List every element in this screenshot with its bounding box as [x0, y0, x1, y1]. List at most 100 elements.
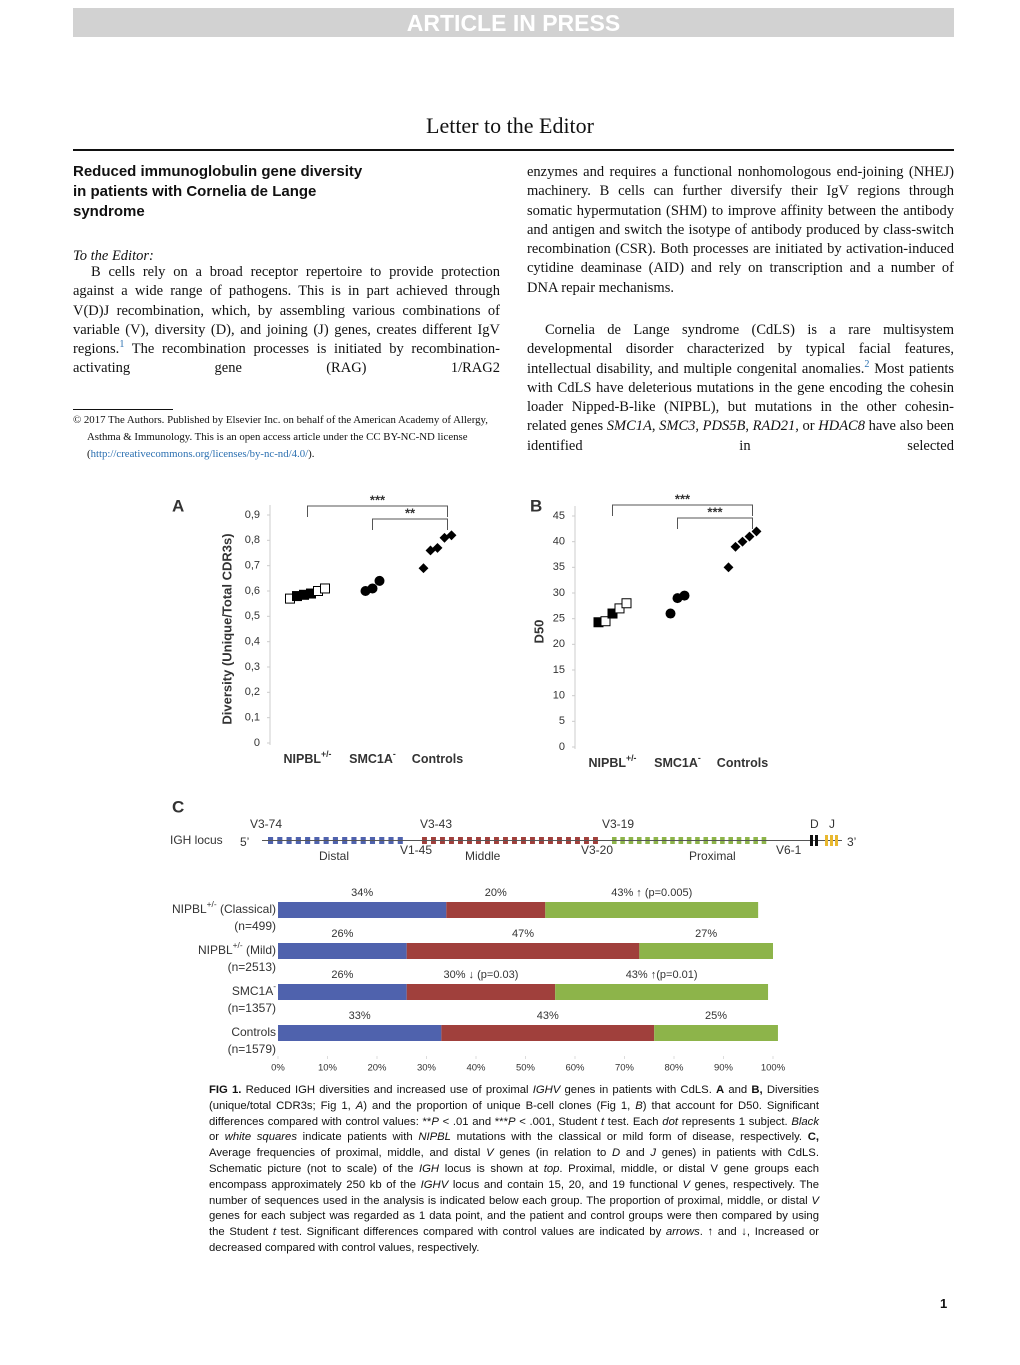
text-run[interactable]: 1 — [119, 339, 125, 351]
text-run: dot — [662, 1115, 678, 1128]
locus-label: IGH locus — [170, 833, 223, 847]
text-run: P — [507, 1115, 516, 1128]
x-tick-label: 40% — [466, 1063, 486, 1074]
text-run: C, — [807, 1131, 820, 1144]
text-run: B cells rely on a broad receptor reperto… — [73, 264, 500, 358]
x-tick-label: 10% — [318, 1063, 338, 1074]
article-title: Reduced immunoglobulin gene diversity in… — [73, 163, 363, 220]
y-tick-label: 0 — [559, 741, 565, 753]
text-run: Average frequencies of proximal, middle,… — [209, 1147, 487, 1160]
value-label: 33% — [349, 1010, 371, 1022]
text-run: IGH — [419, 1162, 440, 1175]
bar-segment — [555, 984, 769, 1000]
text-run: NIPBL — [172, 902, 207, 916]
data-point — [600, 616, 611, 627]
gene-segment — [835, 835, 838, 846]
text-run: , — [651, 418, 660, 435]
significance-bracket — [612, 504, 753, 516]
footnote-rule — [73, 409, 173, 410]
x-tick-label: 0% — [271, 1063, 285, 1074]
text-run: Controls — [717, 756, 768, 770]
text-run: - — [698, 753, 701, 763]
text-run: +/- — [207, 899, 217, 909]
significance-label: *** — [707, 504, 723, 519]
y-tick-label: SMC1A- — [232, 981, 276, 998]
y-axis-title: Diversity (Unique/Total CDR3s) — [219, 533, 234, 724]
x-tick-label: NIPBL+/- — [284, 749, 332, 766]
region-label: Proximal — [689, 849, 736, 863]
y-tick-label: 5 — [559, 715, 565, 727]
y-tick-label: NIPBL+/- (Mild) — [198, 940, 276, 957]
text-run: +/- — [626, 753, 637, 763]
text-run: top — [543, 1162, 560, 1175]
text-run: V — [811, 1194, 819, 1207]
text-run: Black — [791, 1115, 819, 1128]
text-run[interactable]: http://creativecommons.org/licenses/by-n… — [90, 448, 309, 460]
text-run: Controls — [412, 752, 463, 766]
x-tick-label: 100% — [761, 1063, 786, 1074]
panel-letter: C — [172, 797, 184, 816]
data-point — [665, 608, 676, 619]
text-run: HDAC8 — [818, 418, 865, 435]
text-run: D — [611, 1147, 621, 1160]
text-run: P — [431, 1115, 439, 1128]
x-tick-label: NIPBL+/- — [589, 753, 637, 770]
data-point — [751, 526, 762, 537]
gene-segment — [830, 835, 833, 846]
text-run: V — [486, 1147, 494, 1160]
rule — [73, 149, 954, 151]
text-run: < .001, Student — [515, 1115, 601, 1128]
data-point — [374, 575, 385, 586]
x-tick-label: 50% — [516, 1063, 536, 1074]
gene-label: V3-19 — [602, 817, 634, 831]
text-run: genes in patients with CdLS. — [560, 1084, 717, 1096]
y-tick-label: 30 — [553, 587, 565, 599]
x-tick-label: 80% — [664, 1063, 684, 1074]
value-label: 43% — [537, 1010, 559, 1022]
text-run: J — [650, 1147, 657, 1160]
text-run: (Classical) — [217, 902, 276, 916]
text-run: , — [695, 418, 703, 435]
data-point — [730, 541, 741, 552]
y-tick-label: 35 — [553, 561, 565, 573]
significance-bracket — [372, 518, 448, 530]
value-label: 43% ↑ (p=0.005) — [611, 887, 692, 899]
value-label: 43% ↑(p=0.01) — [626, 969, 698, 981]
section-title: Letter to the Editor — [426, 113, 594, 138]
x-tick-label: Controls — [412, 752, 463, 766]
bar-segment — [278, 1025, 442, 1041]
text-run[interactable]: 2 — [864, 358, 870, 370]
y-tick-label: 0,7 — [245, 560, 260, 572]
y-tick-label: 0,1 — [245, 712, 260, 724]
text-run: test. Significant differences compared w… — [276, 1226, 666, 1239]
text-run: Diversities (unique/total CDR3s; Fig 1, — [209, 1084, 819, 1112]
gene-label: V3-20 — [581, 843, 613, 857]
text-run: and — [724, 1084, 752, 1096]
text-run: locus is shown at — [439, 1162, 544, 1175]
text-run: SMC3 — [659, 418, 696, 435]
footnote-text: © 2017 The Authors. Published by Elsevie… — [73, 412, 500, 463]
bar-segment — [446, 902, 546, 918]
text-run: SMC1A — [232, 984, 273, 998]
page-number: 1 — [940, 1296, 948, 1311]
text-run: Most patients with CdLS have deleterious… — [527, 360, 954, 435]
y-tick-label: 40 — [553, 536, 565, 548]
text-run: B — [635, 1099, 643, 1112]
gene-segment — [815, 835, 818, 846]
data-point — [320, 583, 330, 594]
data-point — [621, 598, 632, 609]
text-run: have also been identified in selected — [527, 418, 954, 454]
panel-letter: B — [530, 496, 542, 515]
panel-letter: A — [172, 496, 184, 515]
gene-label: V6-1 — [776, 843, 802, 857]
value-label: 25% — [705, 1010, 727, 1022]
text-run: ). — [308, 448, 315, 460]
text-run: +/- — [233, 940, 243, 950]
text-run: A — [716, 1084, 725, 1096]
text-run: NIPBL — [418, 1131, 451, 1144]
text-run: , — [745, 418, 753, 435]
category-note: (n=499) — [234, 919, 276, 933]
x-tick-label: Controls — [717, 756, 768, 770]
value-label: 20% — [485, 887, 507, 899]
x-tick-label: 70% — [615, 1063, 635, 1074]
